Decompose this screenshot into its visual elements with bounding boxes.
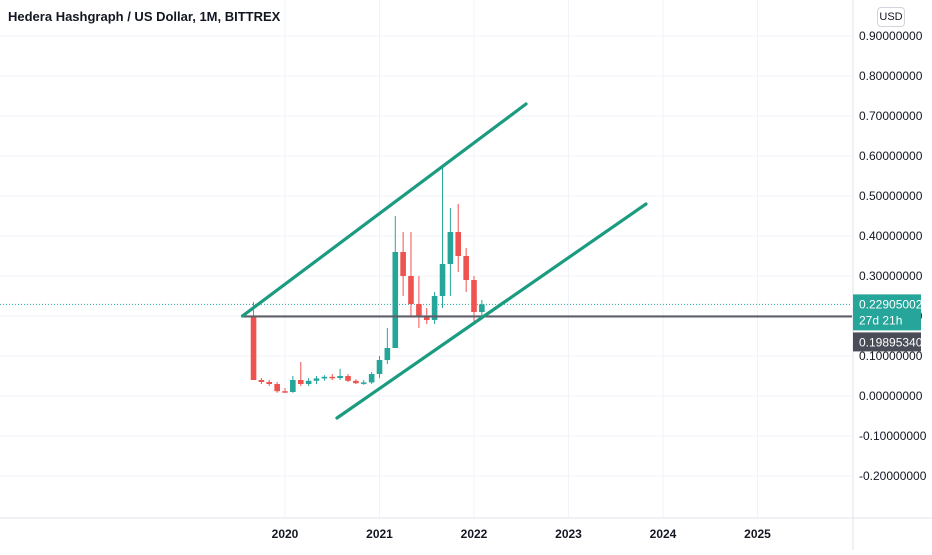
candle[interactable] [408,232,414,316]
candle-body [463,256,469,280]
time-tick-label: 2024 [650,527,677,541]
price-tick-label: 0.10000000 [859,349,923,363]
candle-body [313,378,320,381]
candle[interactable] [455,204,462,272]
candle[interactable] [274,382,280,393]
price-tick-label: 0.00000000 [859,389,923,403]
candle[interactable] [439,168,446,308]
candle[interactable] [400,232,406,296]
candle[interactable] [447,208,454,296]
candle[interactable] [384,328,391,364]
price-tick-label: 0.30000000 [859,269,923,283]
candle[interactable] [463,248,469,292]
candle-body [274,384,280,392]
candle[interactable] [282,388,288,393]
countdown-label: 27d 21h [859,313,902,327]
candle[interactable] [479,300,485,316]
candle-body [337,376,343,378]
time-tick-label: 2021 [366,527,393,541]
channel-line-upper[interactable] [240,102,528,318]
time-tick-label: 2025 [744,527,771,541]
candle-body [455,232,462,256]
time-tick-label: 2023 [555,527,582,541]
candle[interactable] [313,376,320,384]
candle-body [368,374,375,383]
support-label-box [853,332,921,352]
candle[interactable] [290,376,296,393]
candle-body [479,304,485,312]
currency-button[interactable]: USD [877,7,905,27]
candle-body [431,296,438,320]
candle[interactable] [376,356,383,378]
candle[interactable] [305,378,312,386]
candle[interactable] [431,292,438,324]
candle[interactable] [360,380,367,385]
candle-body [329,376,336,379]
candle-body [305,380,312,384]
candle[interactable] [266,380,273,386]
time-tick-label: 2020 [272,527,299,541]
candle-body [258,380,265,382]
price-tick-label: 0.60000000 [859,149,923,163]
candle-body [297,380,304,384]
candle[interactable] [337,368,343,380]
price-tick-label: 0.40000000 [859,229,923,243]
price-tick-label: 0.50000000 [859,189,923,203]
candle-body [392,252,399,348]
candle[interactable] [416,276,422,328]
last-price-label-box [853,294,921,331]
candle[interactable] [250,302,257,380]
candle-body [282,391,288,393]
chart-title: Hedera Hashgraph / US Dollar, 1M, BITTRE… [8,9,281,24]
candle[interactable] [353,379,359,384]
candle[interactable] [368,372,375,384]
candle-body [345,376,351,381]
candle[interactable] [258,378,265,384]
support-label: 0.19895340 [859,335,923,349]
candle-body [416,304,422,316]
candle[interactable] [329,374,336,380]
price-tick-label: 0.90000000 [859,29,923,43]
price-tick-label: 0.70000000 [859,109,923,123]
candle[interactable] [297,362,304,386]
candle-body [290,380,296,392]
candle[interactable] [345,374,351,382]
candle-body [447,232,454,264]
candle-body [400,252,406,276]
candle-body [384,348,391,360]
candle-body [471,280,477,312]
price-tick-label: -0.10000000 [859,429,927,443]
candle-body [321,376,328,379]
channel-line-lower[interactable] [335,202,648,420]
candle[interactable] [392,216,399,348]
candle[interactable] [321,375,328,381]
candle-body [376,360,383,374]
last-price-label: 0.22905002 [859,297,923,311]
candle-body [360,382,367,384]
candle-body [423,316,430,320]
candle-body [250,316,257,380]
candle-body [439,264,446,296]
candle-body [408,276,414,304]
candle-body [353,380,359,384]
price-tick-label: -0.20000000 [859,469,927,483]
time-tick-label: 2022 [461,527,488,541]
price-tick-label: 0.80000000 [859,69,923,83]
candle-body [266,382,273,384]
